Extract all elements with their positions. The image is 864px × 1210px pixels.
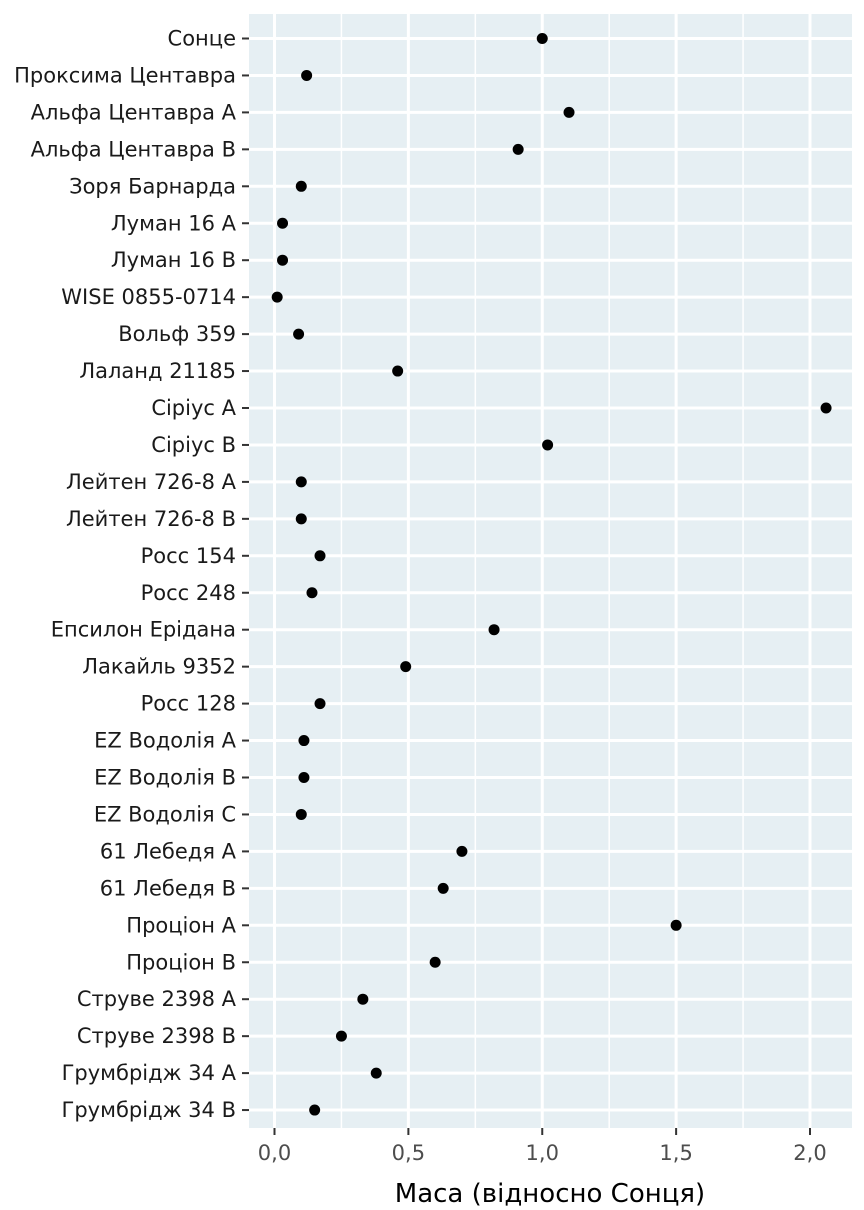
category-label: Зоря Барнарда: [69, 174, 236, 198]
data-point: [488, 624, 500, 636]
x-axis-ticks: [273, 1128, 811, 1135]
data-point: [301, 69, 313, 81]
category-label: Луман 16 В: [111, 248, 236, 272]
category-label: Грумбрідж 34 В: [62, 1098, 236, 1122]
category-label: EZ Водолія A: [94, 729, 237, 753]
data-point: [295, 513, 307, 525]
data-point: [820, 402, 832, 414]
data-point: [400, 661, 412, 673]
y-axis-ticks: [242, 37, 249, 1112]
category-label: Проціон А: [126, 913, 236, 937]
category-label: Проксима Центавра: [14, 63, 236, 87]
data-point: [512, 143, 524, 155]
category-label: Лакайль 9352: [82, 655, 236, 679]
category-label: Сіріус В: [151, 433, 236, 457]
data-point: [370, 1067, 382, 1079]
data-point: [542, 439, 554, 451]
category-label: EZ Водолія C: [94, 802, 236, 826]
data-point: [335, 1030, 347, 1042]
x-tick-label: 0,0: [258, 1141, 291, 1165]
category-label: Грумбрідж 34 А: [62, 1061, 237, 1085]
x-tick-label: 2,0: [793, 1141, 826, 1165]
category-label: Вольф 359: [118, 322, 236, 346]
y-axis-category-labels: Сонце Проксима Центавра Альфа Центавра А Ал…: [14, 27, 237, 1123]
category-label: Сонце: [168, 27, 236, 51]
category-label: Альфа Центавра А: [31, 100, 237, 124]
data-point: [456, 845, 468, 857]
data-point: [295, 476, 307, 488]
data-point: [271, 291, 283, 303]
category-label: Луман 16 А: [111, 211, 237, 235]
x-tick-label: 0,5: [392, 1141, 425, 1165]
category-label: Струве 2398 А: [77, 987, 237, 1011]
category-label: Епсилон Ерідана: [51, 618, 236, 642]
data-point: [295, 180, 307, 192]
x-axis-tick-labels: 0,0 0,5 1,0 1,5 2,0: [258, 1141, 827, 1165]
data-point: [314, 698, 326, 710]
category-label: Лейтен 726-8 В: [66, 507, 236, 531]
category-label: EZ Водолія B: [94, 766, 236, 790]
data-point: [277, 217, 289, 229]
data-points: [271, 33, 832, 1116]
data-point: [298, 772, 310, 783]
data-point: [392, 365, 404, 377]
data-point: [357, 993, 369, 1005]
x-axis-title: Маса (відносно Сонця): [395, 1179, 705, 1209]
data-point: [306, 587, 318, 599]
category-label: WISE 0855-0714: [61, 285, 236, 309]
plot-panel: [249, 14, 852, 1128]
data-point: [563, 106, 575, 118]
category-label: 61 Лебедя А: [100, 839, 237, 863]
data-point: [293, 328, 305, 340]
category-label: 61 Лебедя В: [100, 876, 236, 900]
data-point: [536, 33, 548, 44]
category-label: Лаланд 21185: [79, 359, 236, 383]
data-point: [314, 550, 326, 562]
category-label: Росс 128: [141, 692, 236, 716]
category-label: Струве 2398 В: [77, 1024, 236, 1048]
category-label: Сіріус А: [151, 396, 236, 420]
data-point: [437, 882, 449, 894]
category-label: Росс 248: [141, 581, 236, 605]
data-point: [309, 1104, 321, 1116]
category-label: Проціон В: [126, 950, 236, 974]
data-point: [295, 808, 307, 820]
grid-lines: [249, 14, 852, 1128]
category-label: Лейтен 726-8 А: [66, 470, 237, 494]
data-point: [429, 956, 441, 968]
category-label: Альфа Центавра В: [31, 137, 236, 161]
x-tick-label: 1,5: [659, 1141, 692, 1165]
data-point: [670, 919, 682, 931]
category-label: Росс 154: [141, 544, 236, 568]
data-point: [298, 735, 310, 747]
data-point: [277, 254, 289, 266]
x-tick-label: 1,0: [526, 1141, 559, 1165]
